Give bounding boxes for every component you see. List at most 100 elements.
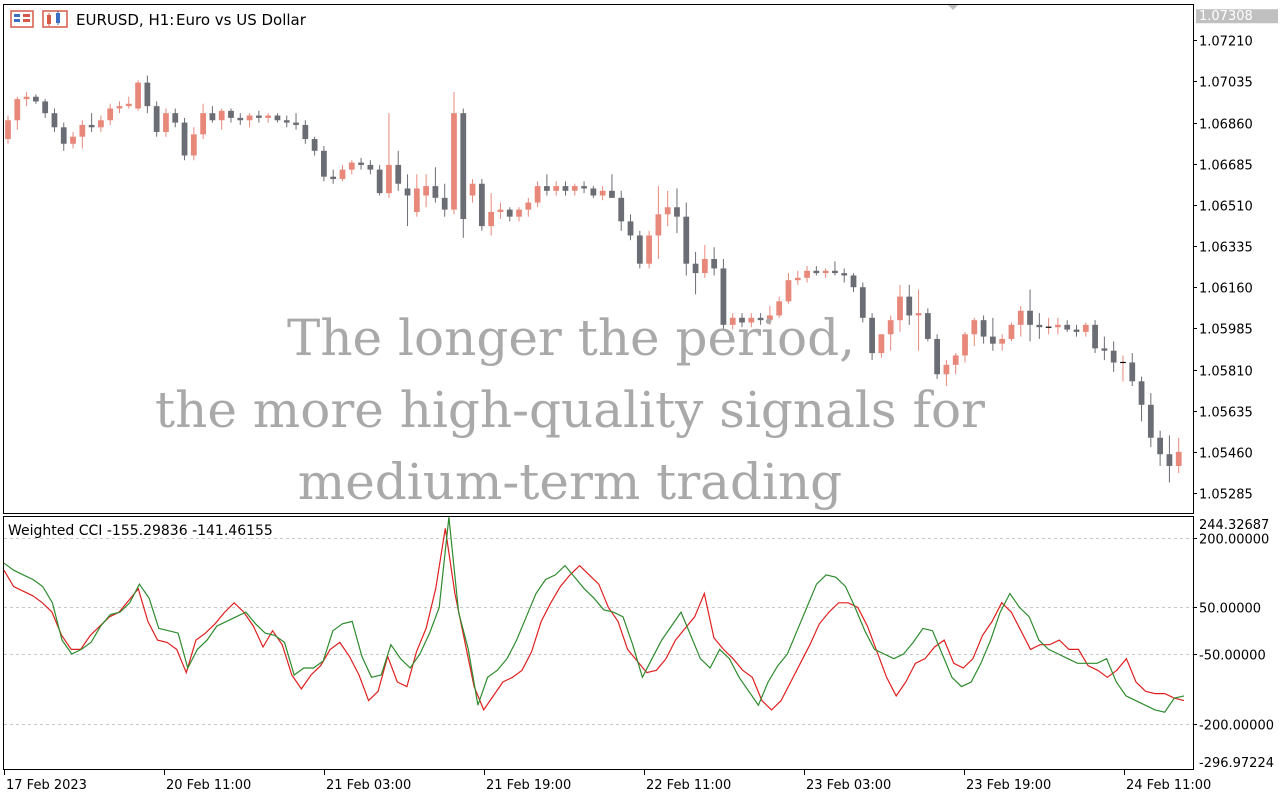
candle xyxy=(739,313,745,328)
candle xyxy=(915,289,922,351)
symbol-description: Euro vs US Dollar xyxy=(176,11,307,29)
candle-body xyxy=(98,120,104,128)
candle xyxy=(729,313,736,330)
candle-body xyxy=(1129,362,1136,382)
candle xyxy=(358,157,364,170)
candle xyxy=(144,75,151,114)
candle xyxy=(302,120,309,144)
candle xyxy=(701,244,708,278)
candle xyxy=(627,214,634,241)
cci-series xyxy=(3,517,1185,713)
candle-body xyxy=(163,113,169,132)
cci-line-slow xyxy=(3,528,1185,712)
cci-max-label: 244.32687 xyxy=(1199,518,1269,533)
candle-body xyxy=(729,317,736,325)
candle xyxy=(265,113,272,123)
chart-shift-marker[interactable] xyxy=(948,5,958,10)
candle-body xyxy=(1017,310,1024,325)
candle-body xyxy=(906,296,913,316)
candle-body xyxy=(590,188,597,196)
candle-body xyxy=(971,320,978,335)
candle-body xyxy=(915,313,922,316)
candle xyxy=(404,174,411,227)
candle-body xyxy=(1027,310,1033,325)
candle-body xyxy=(237,117,244,121)
candle xyxy=(804,266,810,283)
candle xyxy=(60,122,67,151)
candle xyxy=(590,186,597,198)
candle-body xyxy=(386,164,392,194)
candle xyxy=(832,261,838,276)
candle-body xyxy=(144,82,151,107)
candle-body xyxy=(478,183,485,227)
candle xyxy=(246,113,253,128)
candle-body xyxy=(60,127,67,144)
candle xyxy=(125,96,132,109)
price-tick-label: 1.06335 xyxy=(1199,241,1253,256)
candle xyxy=(107,103,114,125)
candle-body xyxy=(748,317,755,323)
candle-body xyxy=(293,122,299,125)
symbol-label: EURUSD, H1: xyxy=(76,11,174,29)
candle xyxy=(571,183,578,196)
candle xyxy=(1129,353,1136,386)
candle xyxy=(432,167,439,203)
candle xyxy=(664,190,671,227)
candle-body xyxy=(841,273,848,276)
candle xyxy=(116,101,123,114)
candle xyxy=(553,181,560,196)
price-tick-label: 1.06160 xyxy=(1199,282,1253,297)
candle-body xyxy=(1055,324,1061,328)
overlay-caption: The longer the period, the more high-qua… xyxy=(155,309,985,511)
indicator-pane-frame xyxy=(3,516,1194,770)
candle xyxy=(636,230,643,269)
candle-body xyxy=(767,315,773,321)
candle-body xyxy=(246,115,253,121)
cci-min-label: -296.97224 xyxy=(1199,756,1274,771)
candle-body xyxy=(701,259,708,274)
candle-body xyxy=(581,186,587,189)
time-tick-label: 23 Feb 19:00 xyxy=(966,778,1051,793)
candle-body xyxy=(423,186,429,196)
overlay-line-3: medium-term trading xyxy=(298,453,842,511)
symbol-list-icon[interactable] xyxy=(10,10,34,28)
candle-body xyxy=(952,355,959,365)
candle xyxy=(51,108,58,132)
candle-body xyxy=(1082,324,1089,332)
cci-level-label: -200.00000 xyxy=(1199,719,1274,734)
candle xyxy=(516,207,522,222)
candle-body xyxy=(562,186,569,191)
candle-body xyxy=(646,235,652,264)
candle-body xyxy=(776,301,783,316)
candle xyxy=(609,174,615,198)
candle-body xyxy=(209,113,216,121)
candle-body xyxy=(451,113,457,210)
candle xyxy=(618,190,625,231)
candle-body xyxy=(999,338,1006,344)
candle xyxy=(581,181,587,194)
candle-body xyxy=(265,115,272,118)
chart-type-icon[interactable] xyxy=(42,10,68,28)
candle xyxy=(599,186,606,201)
candle-body xyxy=(739,317,745,323)
candle xyxy=(897,284,903,332)
candle-body xyxy=(934,338,941,375)
candle-body xyxy=(1166,454,1173,466)
candle-body xyxy=(42,101,49,114)
candle xyxy=(255,110,262,123)
candle-body xyxy=(107,108,114,121)
candle xyxy=(822,268,829,278)
candle xyxy=(423,174,429,208)
current-price-label: 1.07308 xyxy=(1199,9,1253,24)
candle-body xyxy=(367,164,374,170)
candle-body xyxy=(283,120,290,123)
candle-body xyxy=(14,99,21,121)
candle-body xyxy=(785,280,792,302)
candle-body xyxy=(469,183,476,196)
candle xyxy=(497,202,504,220)
candle xyxy=(692,251,699,295)
candle-body xyxy=(832,270,838,274)
candle xyxy=(153,101,160,137)
